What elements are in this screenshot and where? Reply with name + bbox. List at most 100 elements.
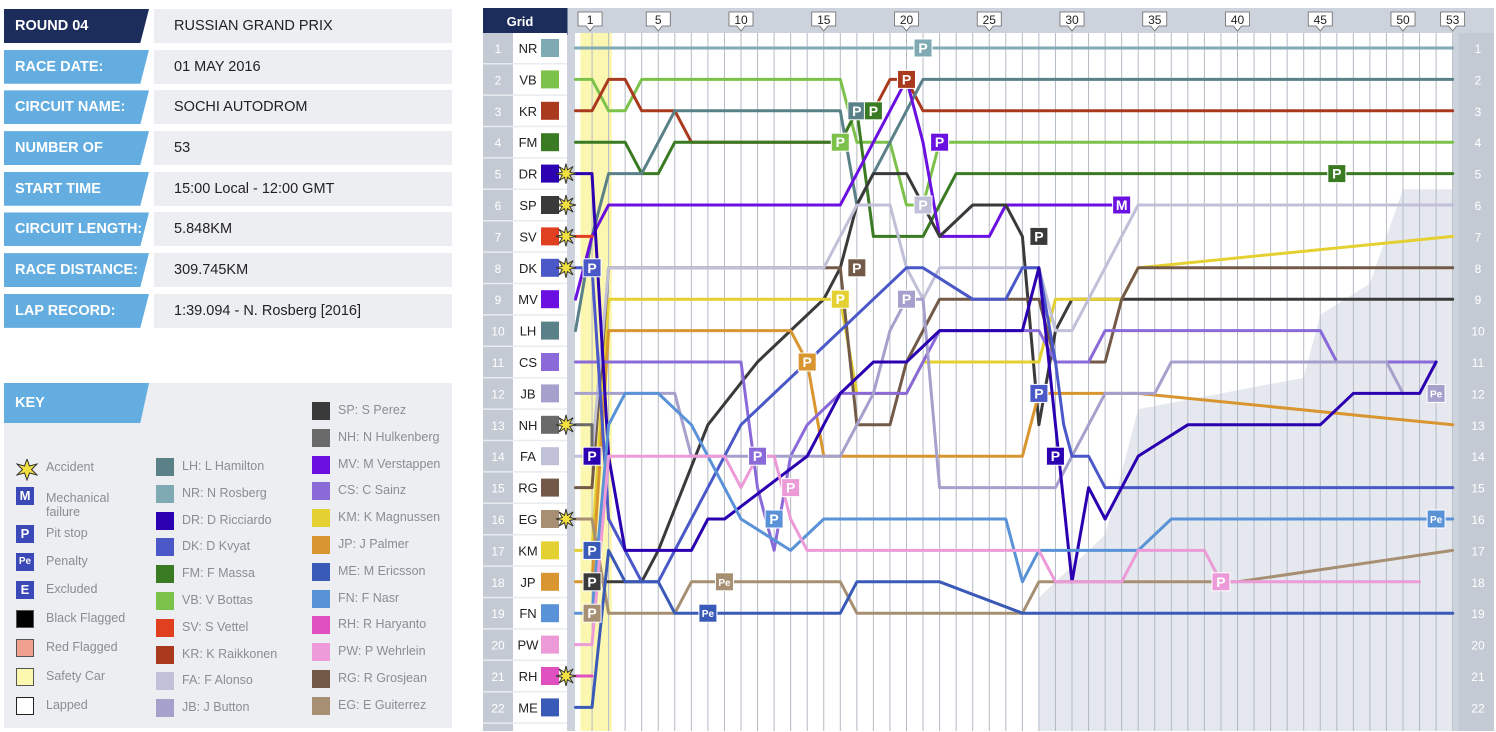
- marker-glyph: M: [1116, 197, 1128, 213]
- pit-stop-marker: P: [582, 603, 602, 623]
- grid-driver-swatch: [541, 572, 559, 591]
- grid-driver-code: NR: [519, 41, 538, 56]
- trace-dr: [574, 172, 1438, 584]
- key-item-label: Mechanical failure: [46, 491, 110, 519]
- grid-position-number: 6: [495, 199, 502, 213]
- lap-tick-badge: [577, 11, 603, 32]
- key-driver-label: DK: D Kvyat: [182, 539, 251, 554]
- marker-box: [863, 101, 883, 121]
- marker-box: [1426, 383, 1446, 403]
- accident-icon: [555, 414, 577, 435]
- pit-stop-marker: P: [863, 101, 883, 121]
- grid-position-number: 5: [495, 168, 502, 182]
- accident-icon: [555, 508, 577, 530]
- marker-glyph: P: [786, 480, 795, 496]
- pit-stop-marker: P: [1029, 383, 1049, 403]
- marker-glyph: P: [1034, 385, 1043, 401]
- final-position-number: 5: [1475, 168, 1482, 182]
- grid-driver-code: VB: [519, 72, 536, 87]
- final-position-number: 3: [1475, 105, 1482, 119]
- grid-driver-swatch: [541, 698, 559, 717]
- pit-stop-marker: P: [582, 446, 602, 466]
- marker-box: [714, 572, 734, 592]
- marker-box: [764, 509, 784, 529]
- trace-jp: [574, 329, 1455, 584]
- marker-box: [913, 195, 933, 215]
- marker-glyph: P: [1216, 574, 1225, 590]
- marker-box: [1045, 446, 1065, 466]
- marker-box: [1112, 195, 1132, 215]
- grid-driver-swatch: [541, 70, 559, 89]
- grid-position-number: 18: [491, 576, 505, 590]
- lapped-icon: [16, 697, 34, 715]
- trace-lh: [574, 77, 1455, 333]
- key-item-label: Lapped: [46, 698, 88, 712]
- marker-glyph: P: [852, 103, 861, 119]
- driver-swatch: [312, 643, 330, 662]
- driver-swatch: [312, 455, 330, 474]
- marker-glyph: P: [769, 511, 778, 527]
- driver-swatch: [312, 536, 330, 554]
- grid-header-label: Grid: [507, 14, 534, 29]
- grid-position-number: 3: [495, 105, 502, 119]
- lap-tick-label: 20: [900, 13, 914, 27]
- grid-position-number: 22: [491, 701, 505, 715]
- pit-stop-marker: P: [830, 289, 850, 309]
- info-value: 309.745KM: [154, 253, 452, 288]
- driver-swatch: [312, 562, 330, 581]
- trace-fa: [574, 203, 1455, 458]
- info-value: 1:39.094 - N. Rosberg [2016]: [154, 293, 452, 328]
- key-item-label: Accident: [46, 460, 94, 474]
- red-flag-icon: [16, 639, 34, 657]
- key-driver-label: NH: N Hulkenberg: [338, 429, 440, 444]
- grid-position-number: 9: [495, 293, 502, 307]
- driver-swatch: [156, 645, 174, 664]
- marker-box: [830, 289, 850, 309]
- final-position-number: 10: [1471, 325, 1485, 339]
- info-row: RACE DATE: 01 MAY 2016: [4, 49, 452, 84]
- excluded-icon: E: [16, 581, 34, 599]
- lap-tick-badge: [645, 11, 671, 32]
- pit-stop-marker: P: [930, 132, 950, 152]
- final-position-number: 17: [1471, 544, 1485, 558]
- lap-tick-label: 1: [587, 13, 594, 27]
- marker-glyph: P: [836, 134, 845, 150]
- marker-glyph: P: [869, 103, 878, 119]
- grid-driver-code: DK: [519, 261, 537, 276]
- grid-driver-code: JB: [520, 386, 535, 401]
- driver-swatch: [312, 696, 330, 715]
- grid-driver-swatch: [541, 227, 559, 246]
- driver-traces: [574, 46, 1455, 709]
- grid-position-number: 7: [495, 230, 502, 244]
- final-position-number: 4: [1475, 136, 1482, 150]
- grid-driver-code: RG: [518, 481, 538, 496]
- driver-swatch: [312, 428, 330, 447]
- trace-fm: [574, 109, 1455, 238]
- grid-driver-code: DR: [519, 167, 538, 182]
- info-row: RACE DISTANCE: 309.745KM: [4, 253, 452, 288]
- grid-driver-code: KM: [518, 543, 538, 558]
- grid-position-number: 2: [495, 73, 502, 87]
- info-row: LAP RECORD: 1:39.094 - N. Rosberg [2016]: [4, 293, 452, 328]
- lap-tick-label: 45: [1314, 13, 1328, 27]
- marker-glyph: P: [918, 40, 927, 56]
- penalty-marker: Pe: [698, 603, 718, 623]
- driver-swatch: [312, 402, 330, 420]
- key-driver-label: PW: P Wehrlein: [338, 644, 426, 659]
- driver-swatch: [156, 538, 174, 557]
- lap-tick-label: 50: [1396, 13, 1410, 27]
- driver-swatch: [156, 458, 174, 476]
- marker-glyph: P: [587, 448, 596, 464]
- key-driver-label: KM: K Magnussen: [338, 510, 441, 525]
- pit-stop-marker: P: [913, 38, 933, 58]
- grid-driver-code: CS: [519, 355, 537, 370]
- grid-driver-swatch: [541, 635, 559, 654]
- mechanical-icon: M: [16, 487, 34, 505]
- marker-box: [1029, 383, 1049, 403]
- marker-glyph: Pe: [1430, 515, 1443, 526]
- grid-driver-code: JP: [520, 575, 535, 590]
- key-driver-label: EG: E Guiterrez: [338, 697, 427, 712]
- grid-driver-swatch: [541, 196, 559, 214]
- key-driver-label: ME: M Ericsson: [338, 563, 426, 578]
- pit-stop-marker: P: [1211, 572, 1231, 592]
